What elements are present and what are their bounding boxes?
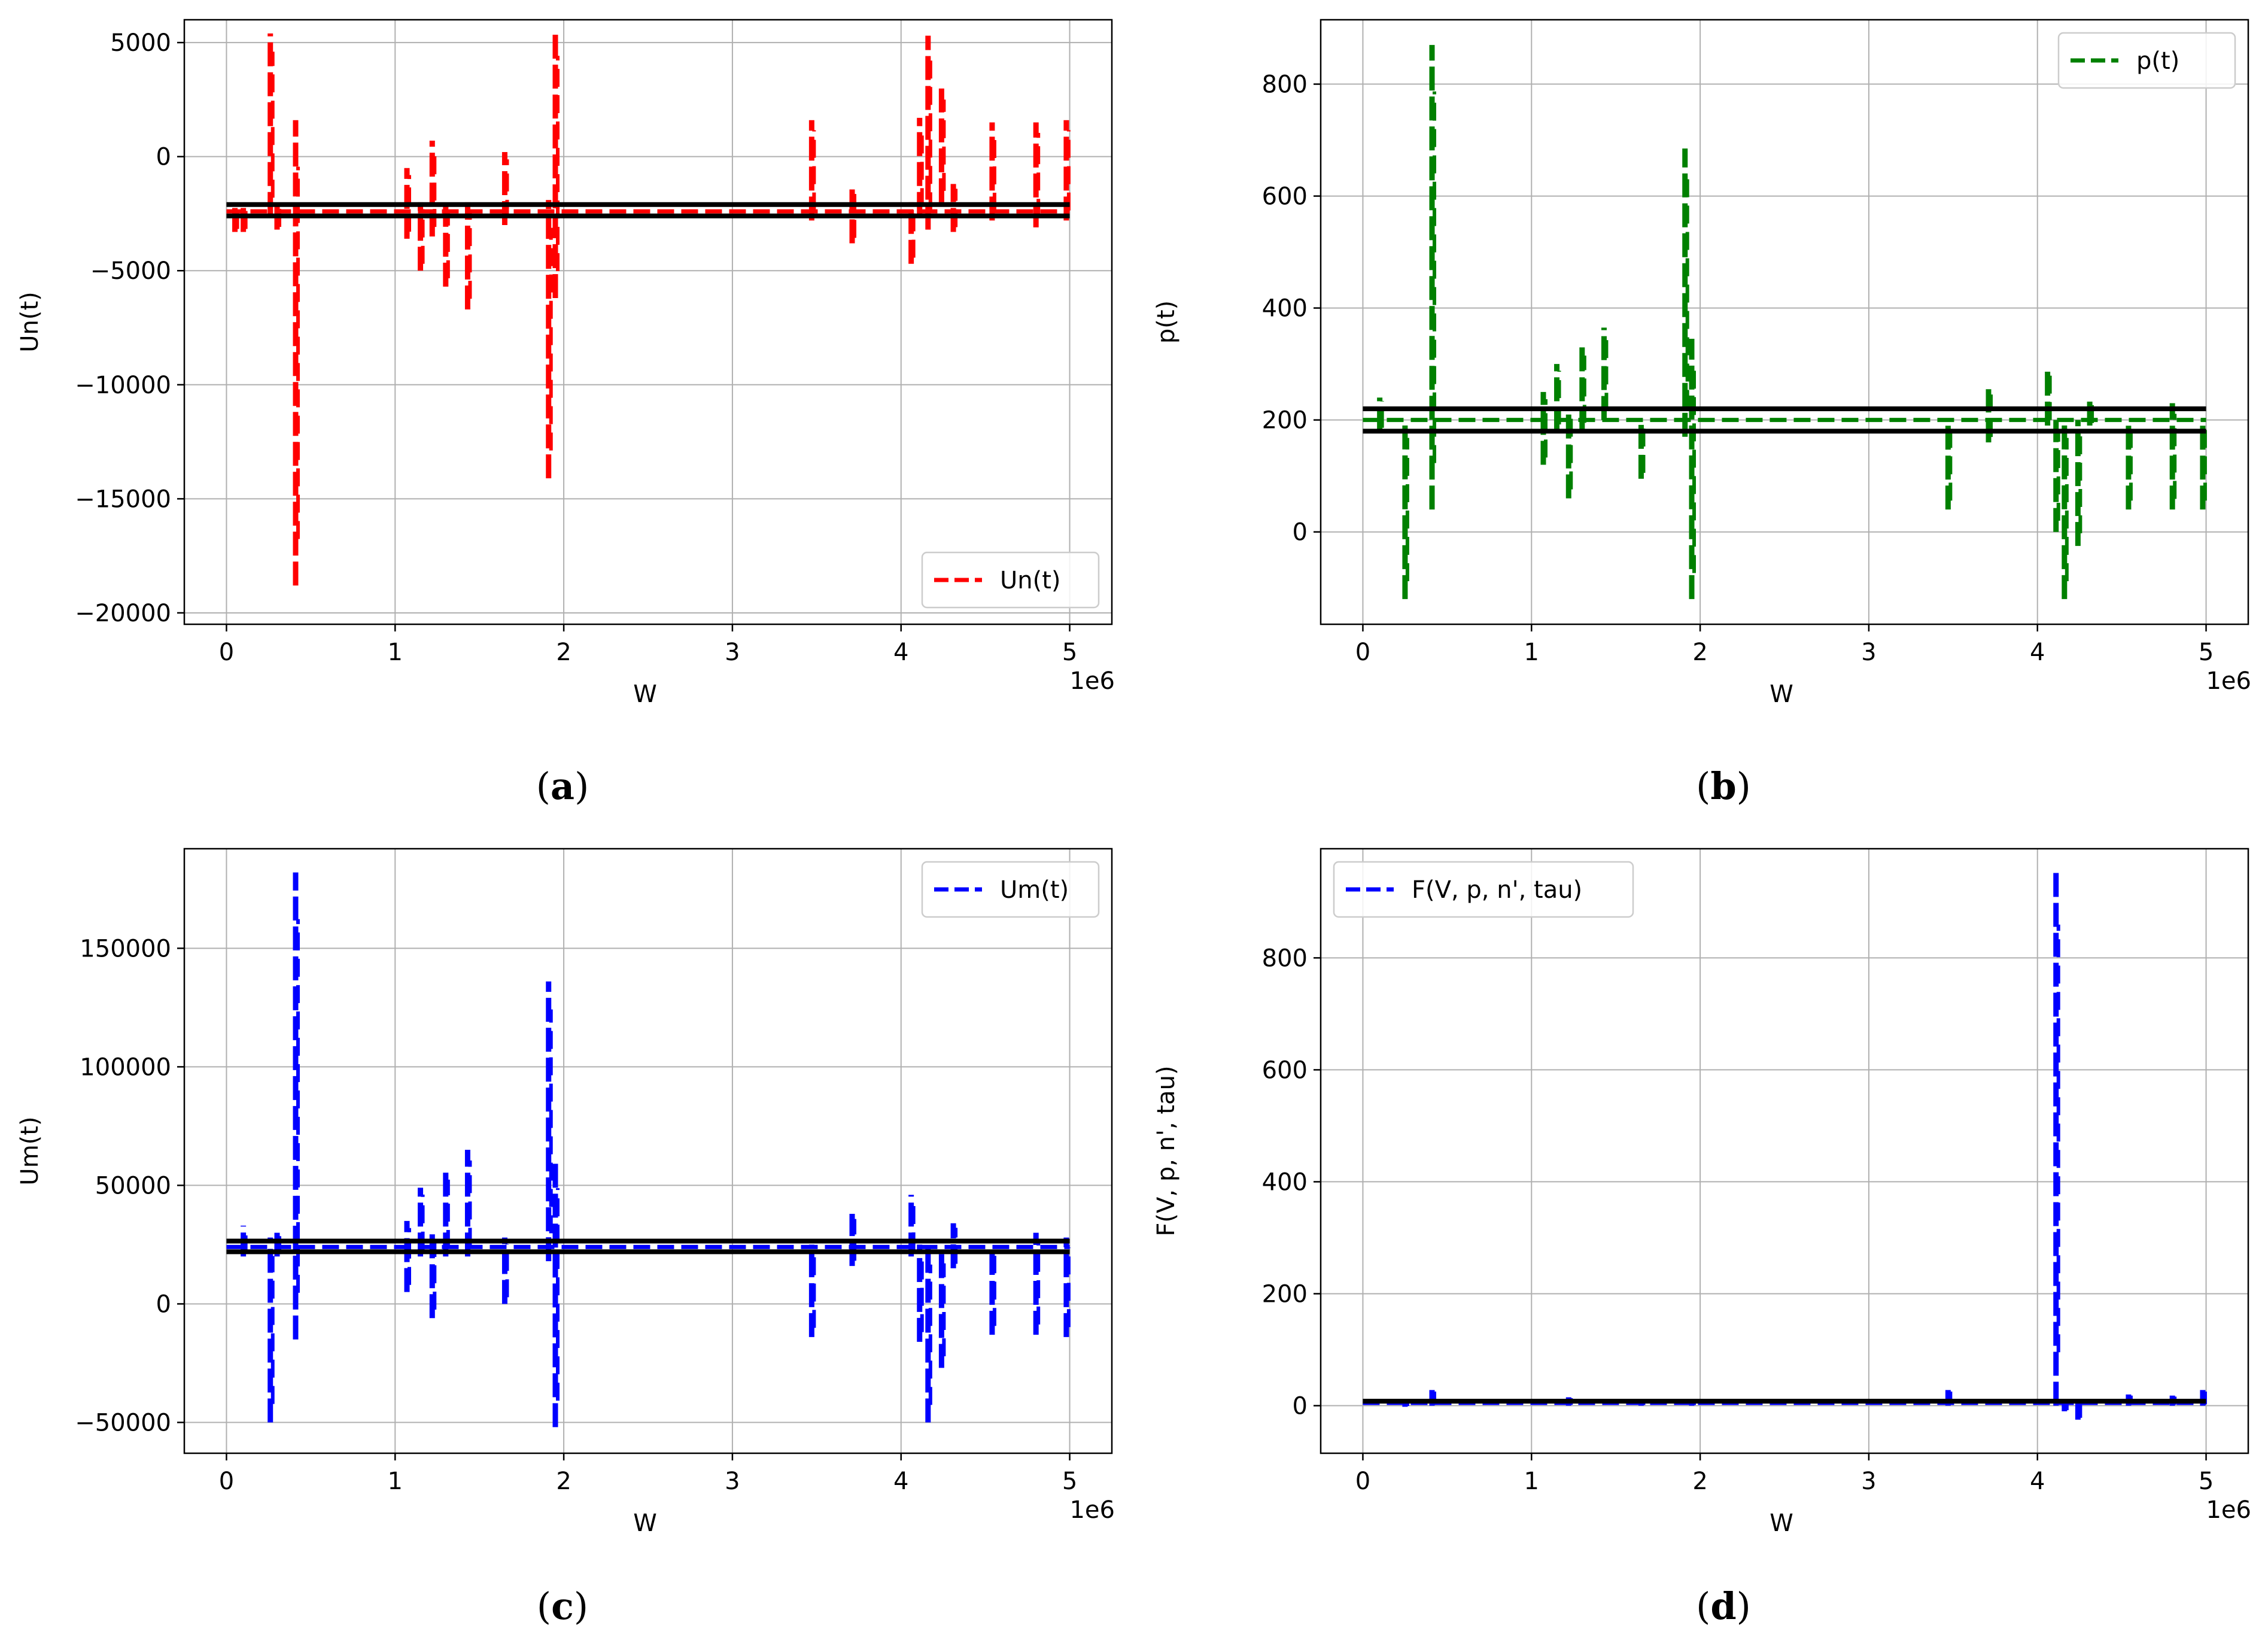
axes-frame [183,19,1113,625]
x-tick-label: 5 [2199,639,2214,666]
y-axis-label: Un(t) [16,291,44,353]
y-tick-label: 0 [156,144,171,171]
y-tick-label: 0 [156,1290,171,1318]
x-tick-label: 3 [725,639,740,666]
x-multiplier-label: 1e6 [1069,1496,1115,1524]
panel-caption: (c) [537,1584,588,1628]
legend: F(V, p, n', tau) [1333,861,1634,918]
x-tick-label: 0 [219,1468,234,1495]
y-tick-label: 800 [1262,944,1308,972]
chart-panel-c: 0 1 2 3 4 5 150000 100000 50000 0 −50000 1e6 W Um(t) U… [16,848,1115,1628]
y-tick-label: 200 [1262,1280,1308,1308]
x-multiplier-label: 1e6 [1069,667,1115,695]
x-tick-label: 2 [1692,1468,1707,1495]
axes-frame [1320,848,2249,1454]
x-tick-label: 1 [388,1468,403,1495]
y-tick-label: −10000 [75,372,171,399]
y-tick-label: 800 [1262,71,1308,99]
x-tick-label: 1 [1524,639,1539,666]
legend-frame [921,861,1100,918]
x-tick-label: 4 [2030,639,2045,666]
legend-label: F(V, p, n', tau) [1412,876,1582,904]
x-tick-label: 1 [1524,1468,1539,1495]
legend-label: Um(t) [1000,876,1069,904]
chart-panel-d: 0 1 2 3 4 5 800 600 400 200 0 1e6 W F(V, p, n', tau) F… [1153,848,2251,1628]
x-tick-label: 2 [556,639,571,666]
chart-panel-a: 0 1 2 3 4 5 5000 0 −5000 −10000 −15000 −20000 1e6 W Un… [16,19,1115,808]
legend: Um(t) [921,861,1100,918]
y-axis-label: p(t) [1153,300,1180,344]
panel-caption: (a) [536,764,589,808]
x-tick-label: 5 [1062,1468,1077,1495]
x-tick-label: 1 [388,639,403,666]
x-multiplier-label: 1e6 [2206,1496,2251,1524]
chart-panel-b: 0 1 2 3 4 5 800 600 400 200 0 1e6 Wp(t) p(t) (b) [1153,19,2251,808]
y-tick-label: 600 [1262,183,1308,211]
panel-caption: (b) [1696,764,1751,808]
legend-frame [2057,32,2236,89]
y-tick-label: 400 [1262,1168,1308,1196]
axes-frame [183,848,1113,1454]
x-tick-label: 4 [893,1468,908,1495]
legend: p(t) [2057,32,2236,89]
axes-frame [1320,19,2249,625]
legend-frame [1333,861,1634,918]
y-tick-label: 5000 [110,29,171,57]
x-tick-label: 0 [219,639,234,666]
y-tick-label: 400 [1262,295,1308,323]
y-axis-label: Um(t) [16,1116,44,1185]
x-tick-label: 3 [1861,639,1876,666]
panel-caption: (d) [1696,1584,1751,1628]
legend: Un(t) [921,551,1100,609]
x-tick-label: 2 [1692,639,1707,666]
x-tick-label: 3 [1861,1468,1876,1495]
legend-label: Un(t) [1000,567,1061,594]
y-tick-label: 0 [1293,519,1308,546]
y-tick-label: 50000 [95,1172,171,1199]
y-tick-label: 100000 [80,1053,171,1081]
legend-frame [921,551,1100,609]
y-tick-label: 150000 [80,935,171,962]
y-tick-label: −50000 [75,1410,171,1437]
x-tick-label: 5 [1062,639,1077,666]
y-tick-label: 200 [1262,407,1308,435]
y-tick-label: 0 [1293,1393,1308,1420]
x-axis-label: W [633,681,657,708]
legend-label: p(t) [2136,47,2179,75]
y-tick-label: −15000 [75,485,171,513]
x-tick-label: 5 [2199,1468,2214,1495]
y-axis-label: F(V, p, n', tau) [1153,1065,1180,1236]
x-axis-label: W [633,1510,657,1537]
x-multiplier-label: 1e6 [2206,667,2251,695]
x-tick-label: 4 [2030,1468,2045,1495]
x-axis-label: W [1770,681,1793,708]
x-tick-label: 0 [1355,1468,1370,1495]
x-axis-label: W [1770,1510,1793,1537]
y-tick-label: −5000 [90,257,171,285]
y-tick-label: −20000 [75,600,171,627]
x-tick-label: 3 [725,1468,740,1495]
x-tick-label: 4 [893,639,908,666]
y-tick-label: 600 [1262,1056,1308,1084]
x-tick-label: 0 [1355,639,1370,666]
x-tick-label: 2 [556,1468,571,1495]
